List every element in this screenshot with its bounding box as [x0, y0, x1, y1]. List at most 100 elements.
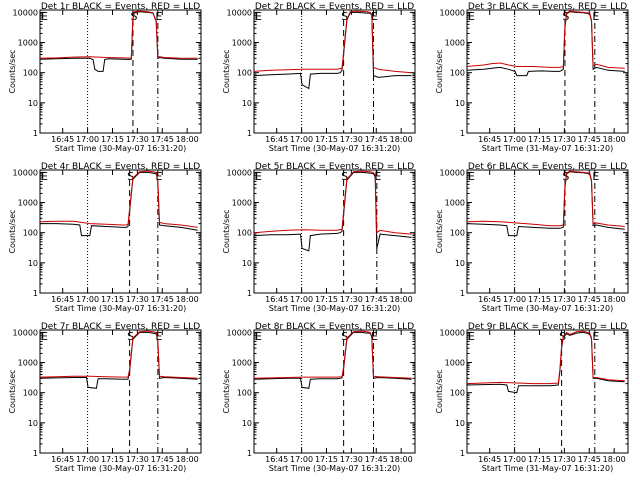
panel-8-title: Det 8r BLACK = Events, RED = LLD	[255, 322, 414, 332]
panel-8-frame	[253, 329, 416, 454]
panel-7-xlabel: Start Time (30-May-07 16:31:20)	[55, 464, 186, 473]
panel-2-marker-e: E	[371, 10, 378, 23]
panel-5-ytick-label: 1000	[232, 199, 252, 208]
panel-4-marker-e: E	[41, 170, 48, 183]
panel-9-frame	[466, 329, 629, 454]
panel-2-series-lld	[253, 10, 412, 74]
panel-5-ylabel: Counts/sec	[222, 209, 231, 253]
panel-7-marker-s: S	[127, 330, 134, 343]
panel-2-marker-s: S	[341, 10, 348, 23]
panel-2-ytick-label: 10	[242, 99, 252, 108]
panel-1-xtick-label: 17:45	[151, 135, 174, 144]
panel-2-xtick-label: 17:15	[315, 135, 338, 144]
panel-8-xlabel: Start Time (30-May-07 16:31:20)	[269, 464, 400, 473]
panel-2-xtick-label: 16:45	[265, 135, 288, 144]
panel-5-xlabel: Start Time (30-May-07 16:31:20)	[269, 304, 400, 313]
panel-7-series-lld	[39, 330, 198, 379]
panel-7-xtick-label: 18:00	[176, 455, 199, 464]
panel-5-marker-e: E	[374, 170, 381, 183]
panel-3-ytick-label: 100	[450, 69, 465, 78]
panel-3-xtick-label: 17:45	[578, 135, 601, 144]
panel-8-marker-s: S	[341, 330, 348, 343]
panel-3-xlabel: Start Time (31-May-07 16:31:20)	[482, 144, 613, 153]
panel-5-marker-s: S	[341, 170, 348, 183]
panel-6-xtick-label: 17:15	[528, 295, 551, 304]
panel-8-ytick-label: 10000	[227, 328, 252, 337]
panel-9-title: Det 9r BLACK = Events, RED = LLD	[468, 322, 627, 332]
panel-1-ytick-label: 100	[23, 69, 38, 78]
panel-8-marker-e: E	[371, 330, 378, 343]
panel-4-xtick-label: 17:15	[101, 295, 124, 304]
panel-2-xtick-label: 17:30	[340, 135, 363, 144]
panel-1-title: Det 1r BLACK = Events, RED = LLD	[41, 2, 200, 12]
panel-1-xtick-label: 17:30	[126, 135, 149, 144]
panel-6-title: Det 6r BLACK = Events, RED = LLD	[468, 162, 627, 172]
panel-4-frame	[39, 169, 202, 294]
panel-3-ytick-label: 10000	[440, 8, 465, 17]
panel-8-xtick-label: 17:30	[340, 455, 363, 464]
panel-6-xtick-label: 17:45	[578, 295, 601, 304]
panel-7-xtick-label: 16:45	[51, 455, 74, 464]
panel-8-xtick-label: 16:45	[265, 455, 288, 464]
panel-9-xlabel: Start Time (31-May-07 16:31:20)	[482, 464, 613, 473]
panel-2-xtick-label: 17:45	[365, 135, 388, 144]
panel-9-xtick-label: 17:30	[553, 455, 576, 464]
panel-5-xtick-label: 17:00	[290, 295, 313, 304]
panel-1-xlabel: Start Time (30-May-07 16:31:20)	[55, 144, 186, 153]
panel-9-marker-s: S	[559, 330, 566, 343]
panel-5-marker-e: E	[255, 170, 262, 183]
panel-2-ytick-label: 1	[247, 129, 252, 138]
panel-8-ytick-label: 1	[247, 449, 252, 458]
panel-7-ytick-label: 1000	[18, 359, 38, 368]
panel-7-ytick-label: 10	[28, 419, 38, 428]
panel-4-ytick-label: 1	[33, 289, 38, 298]
panel-8-xtick-label: 17:45	[365, 455, 388, 464]
panel-9-xtick-label: 17:15	[528, 455, 551, 464]
panel-5-ytick-label: 10	[242, 259, 252, 268]
panel-4-xtick-label: 17:00	[76, 295, 99, 304]
panel-8-xtick-label: 18:00	[390, 455, 413, 464]
panel-1-marker-e: E	[155, 10, 162, 23]
panel-2-series-events	[253, 11, 412, 90]
panel-5-ytick-label: 100	[237, 229, 252, 238]
panel-7-xtick-label: 17:45	[151, 455, 174, 464]
panel-1-ylabel: Counts/sec	[8, 49, 17, 93]
panel-8-ytick-label: 1000	[232, 359, 252, 368]
panel-7-marker-e: E	[155, 330, 162, 343]
panel-1-xtick-label: 18:00	[176, 135, 199, 144]
panel-6-series-lld	[466, 170, 625, 227]
panel-7-xtick-label: 17:00	[76, 455, 99, 464]
panel-9-xtick-label: 17:00	[503, 455, 526, 464]
panel-6-ylabel: Counts/sec	[435, 209, 444, 253]
panel-9-ylabel: Counts/sec	[435, 369, 444, 413]
panel-2-xlabel: Start Time (30-May-07 16:31:20)	[269, 144, 400, 153]
panel-5-xtick-label: 16:45	[265, 295, 288, 304]
panel-4-series-lld	[39, 170, 198, 228]
panel-6-xtick-label: 18:00	[603, 295, 626, 304]
panel-9-marker-e: E	[592, 330, 599, 343]
panel-7-ylabel: Counts/sec	[8, 369, 17, 413]
panel-3-frame	[466, 9, 629, 134]
panel-5-ytick-label: 1	[247, 289, 252, 298]
panel-1-ytick-label: 1000	[18, 39, 38, 48]
panel-4-marker-e: E	[155, 170, 162, 183]
panel-7-marker-e: E	[41, 330, 48, 343]
panel-3-ytick-label: 1	[460, 129, 465, 138]
panel-3-ytick-label: 10	[455, 99, 465, 108]
panel-2-ytick-label: 100	[237, 69, 252, 78]
panel-6-marker-e: E	[468, 170, 475, 183]
panel-6-xtick-label: 16:45	[478, 295, 501, 304]
panel-1-ytick-label: 10000	[13, 8, 38, 17]
panel-3-xtick-label: 16:45	[478, 135, 501, 144]
panel-5-series-lld	[253, 170, 412, 235]
panel-5-xtick-label: 18:00	[390, 295, 413, 304]
panel-2-ytick-label: 10000	[227, 8, 252, 17]
panel-2-xtick-label: 18:00	[390, 135, 413, 144]
panel-9-xtick-label: 16:45	[478, 455, 501, 464]
panel-1-xtick-label: 17:15	[101, 135, 124, 144]
panel-3-title: Det 3r BLACK = Events, RED = LLD	[468, 2, 627, 12]
panel-1-ytick-label: 1	[33, 129, 38, 138]
panel-3-marker-e: E	[468, 10, 475, 23]
panel-8-series-lld	[253, 330, 412, 379]
panel-4-xtick-label: 17:45	[151, 295, 174, 304]
